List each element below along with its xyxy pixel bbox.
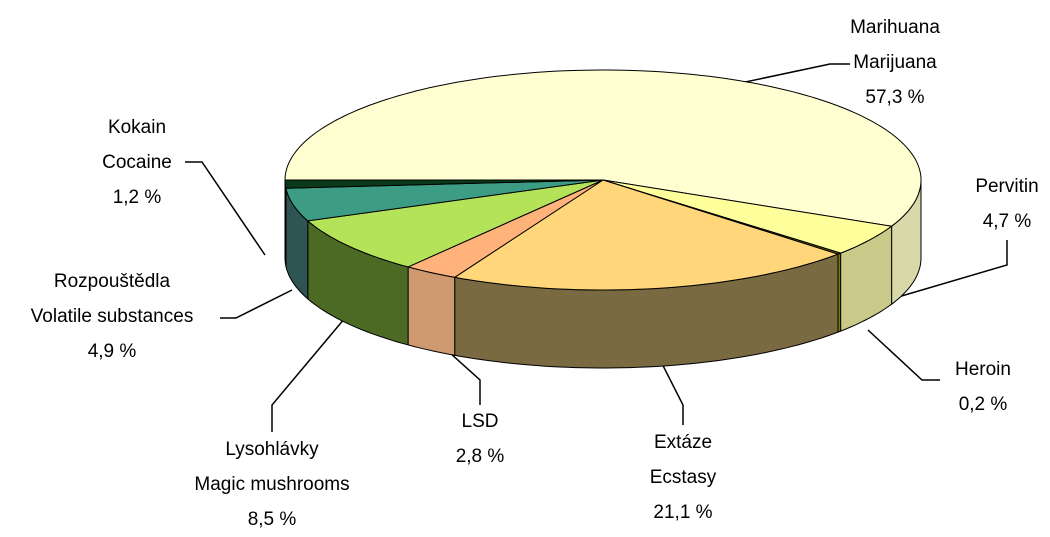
leader-line — [867, 329, 940, 381]
category-label: Heroin — [955, 359, 1011, 380]
category-label: Ecstasy — [650, 467, 717, 488]
value-label: 4,9 % — [88, 341, 137, 362]
slice-side — [284, 179, 287, 267]
value-label: 0,2 % — [959, 394, 1008, 415]
leader-line — [185, 161, 266, 256]
category-label: LSD — [462, 411, 499, 432]
slice — [602, 179, 893, 254]
value-label: 8,5 % — [248, 509, 297, 530]
slice — [306, 179, 604, 268]
category-label: Lysohlávky — [225, 439, 319, 460]
category-label: Cocaine — [102, 152, 172, 173]
value-label: 1,2 % — [113, 187, 162, 208]
leader-line — [220, 289, 293, 319]
slice — [453, 179, 840, 291]
category-label: Marijuana — [853, 52, 937, 73]
value-label: 4,7 % — [983, 211, 1032, 232]
slice — [284, 69, 922, 227]
category-label: Pervitin — [975, 176, 1038, 197]
top-faces — [284, 69, 922, 291]
slice-side — [407, 266, 456, 356]
category-label: Rozpouštědla — [54, 271, 171, 292]
slice — [406, 179, 604, 278]
slice — [284, 179, 604, 189]
leader-line — [271, 317, 346, 432]
category-label: Extáze — [654, 432, 712, 453]
side-faces — [284, 179, 922, 369]
category-label: Kokain — [108, 117, 166, 138]
category-label: Volatile substances — [31, 306, 194, 327]
value-label: 2,8 % — [456, 446, 505, 467]
category-label: Magic mushrooms — [194, 474, 349, 495]
value-label: 21,1 % — [653, 502, 712, 523]
value-label: 57,3 % — [865, 87, 924, 108]
slice — [285, 179, 604, 222]
leader-line — [887, 240, 1008, 301]
category-label: Marihuana — [850, 17, 940, 38]
